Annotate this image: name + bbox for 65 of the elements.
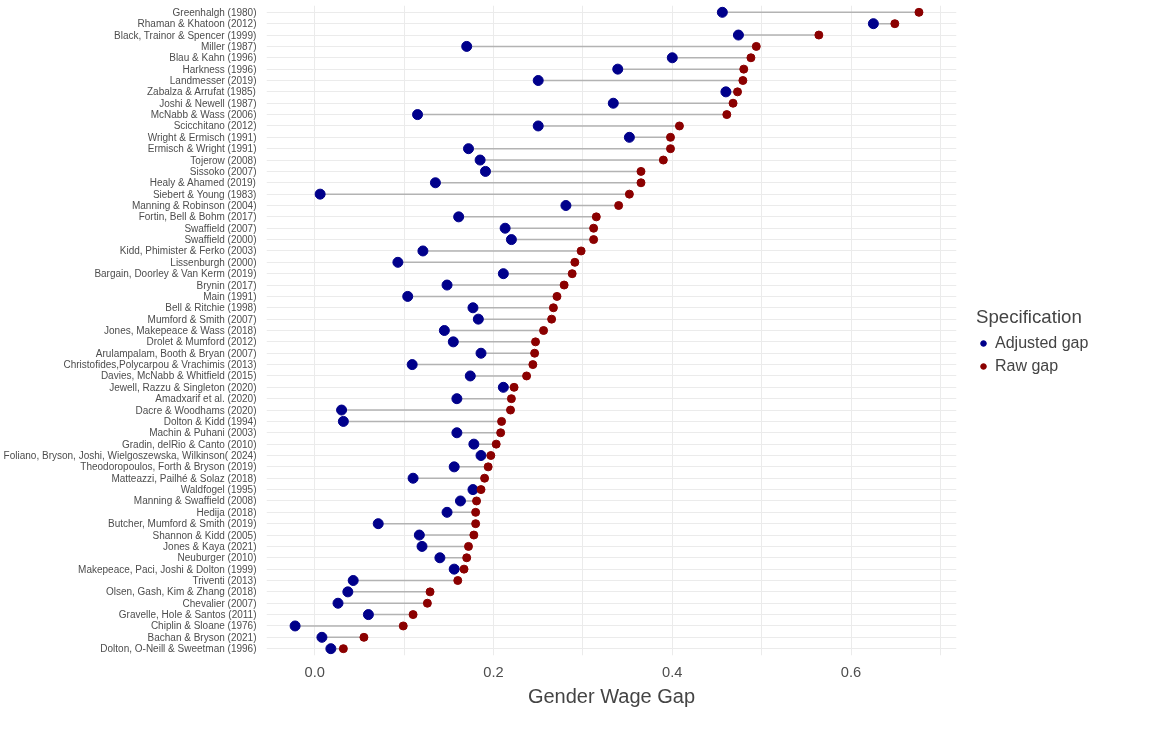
y-tick-label: Rhaman & Khatoon (2012): [137, 18, 257, 30]
y-tick-label: Jones, Makepeace & Wass (2018): [104, 325, 257, 336]
y-tick-label: Shannon & Kidd (2005): [152, 529, 257, 541]
y-tick-label: Jones & Kaya (2021): [163, 540, 257, 552]
y-tick-label: Bargain, Doorley & Van Kerm (2019): [94, 268, 257, 280]
y-tick-label: Matteazzi, Pailhé & Solaz (2018): [111, 472, 257, 484]
y-tick-label: Christofides,Polycarpou & Vrachimis (2013): [63, 359, 257, 371]
legend-label: Adjusted gap: [995, 333, 1089, 352]
y-tick-label: Sissoko (2007): [189, 165, 257, 177]
y-tick-label: Kidd, Phimister & Ferko (2003): [119, 245, 257, 257]
x-tick-label: 0.0: [304, 663, 325, 680]
y-tick-label: Harkness (1996): [182, 63, 257, 75]
y-tick-label: Triventi (2013): [192, 575, 257, 586]
y-tick-label: Bell & Ritchie (1998): [165, 302, 257, 314]
y-tick-label: Manning & Robinson (2004): [131, 200, 257, 211]
y-tick-label: Main (1991): [203, 290, 257, 302]
y-tick-label: Blau & Kahn (1996): [169, 52, 257, 64]
y-tick-label: Manning & Swaffield (2008): [133, 495, 257, 507]
y-tick-label: Dolton, O-Neill & Sweetman (1996): [100, 643, 257, 655]
y-tick-label: Hedija (2018): [196, 506, 257, 518]
x-axis-title: Gender Wage Gap: [527, 684, 696, 707]
y-tick-label: Chevalier (2007): [182, 597, 257, 609]
y-tick-label: Gravelle, Hole & Santos (2011): [118, 609, 257, 621]
y-tick-label: Arulampalam, Booth & Bryan (2007): [95, 347, 257, 359]
y-tick-label: Landmesser (2019): [169, 75, 257, 86]
y-tick-label: Jewell, Razzu & Singleton (2020): [109, 381, 257, 393]
y-tick-label: Brynin (2017): [196, 279, 257, 291]
x-tick-label: 0.4: [662, 663, 683, 680]
y-tick-label: Lissenburgh (2000): [170, 256, 257, 268]
y-tick-label: Drolet & Mumford (2012): [146, 336, 257, 348]
y-tick-label: Mumford & Smith (2007): [147, 313, 257, 325]
y-tick-label: Foliano, Bryson, Joshi, Wielgoszewska, Wilkinson( 2024): [3, 450, 257, 461]
y-tick-label: Butcher, Mumford & Smith (2019): [108, 518, 257, 530]
y-tick-label: Wright & Ermisch (1991): [147, 131, 257, 143]
y-tick-label: Neuburger (2010): [177, 552, 257, 564]
y-tick-label: Scicchitano (2012): [173, 120, 257, 132]
y-tick-label: Olsen, Gash, Kim & Zhang (2018): [105, 586, 257, 598]
y-tick-label: Makepeace, Paci, Joshi & Dolton (1999): [78, 563, 257, 575]
y-tick-label: McNabb & Wass (2006): [150, 109, 257, 121]
y-tick-label: Dolton & Kidd (1994): [163, 415, 257, 427]
y-tick-label: Davies, McNabb & Whitfield (2015): [100, 370, 257, 382]
y-tick-label: Healy & Ahamed (2019): [149, 177, 256, 189]
y-tick-label: Tojerow (2008): [190, 154, 257, 166]
y-tick-label: Zabalza & Arrufat (1985): [147, 86, 256, 98]
y-tick-label: Miller (1987): [200, 40, 257, 52]
y-tick-label: Theodoropoulos, Forth & Bryson (2019): [80, 461, 257, 473]
y-tick-label: Greenhalgh (1980): [172, 6, 257, 18]
y-tick-label: Swaffield (2007): [184, 222, 257, 234]
legend-title: Specification: [976, 305, 1083, 328]
y-tick-label: Bachan & Bryson (2021): [147, 631, 257, 643]
y-tick-label: Siebert & Young (1983): [152, 188, 257, 200]
y-tick-label: Swaffield (2000): [184, 234, 257, 246]
legend-label: Raw gap: [995, 356, 1059, 375]
y-tick-label: Gradin, delRio & Canto (2010): [121, 438, 257, 450]
y-tick-label: Ermisch & Wright (1991): [147, 143, 257, 155]
y-tick-label: Amadxarif et al. (2020): [155, 393, 257, 405]
x-tick-label: 0.2: [483, 663, 504, 680]
y-tick-label: Fortin, Bell & Bohm (2017): [138, 211, 257, 223]
y-tick-label: Joshi & Newell (1987): [159, 97, 257, 109]
y-tick-label: Chiplin & Sloane (1976): [150, 620, 257, 632]
y-tick-label: Black, Trainor & Spencer (1999): [114, 29, 257, 41]
x-tick-label: 0.6: [840, 663, 862, 680]
y-tick-label: Dacre & Woodhams (2020): [135, 404, 257, 416]
y-tick-label: Waldfogel (1995): [180, 484, 257, 496]
y-tick-label: Machin & Puhani (2003): [149, 427, 257, 439]
